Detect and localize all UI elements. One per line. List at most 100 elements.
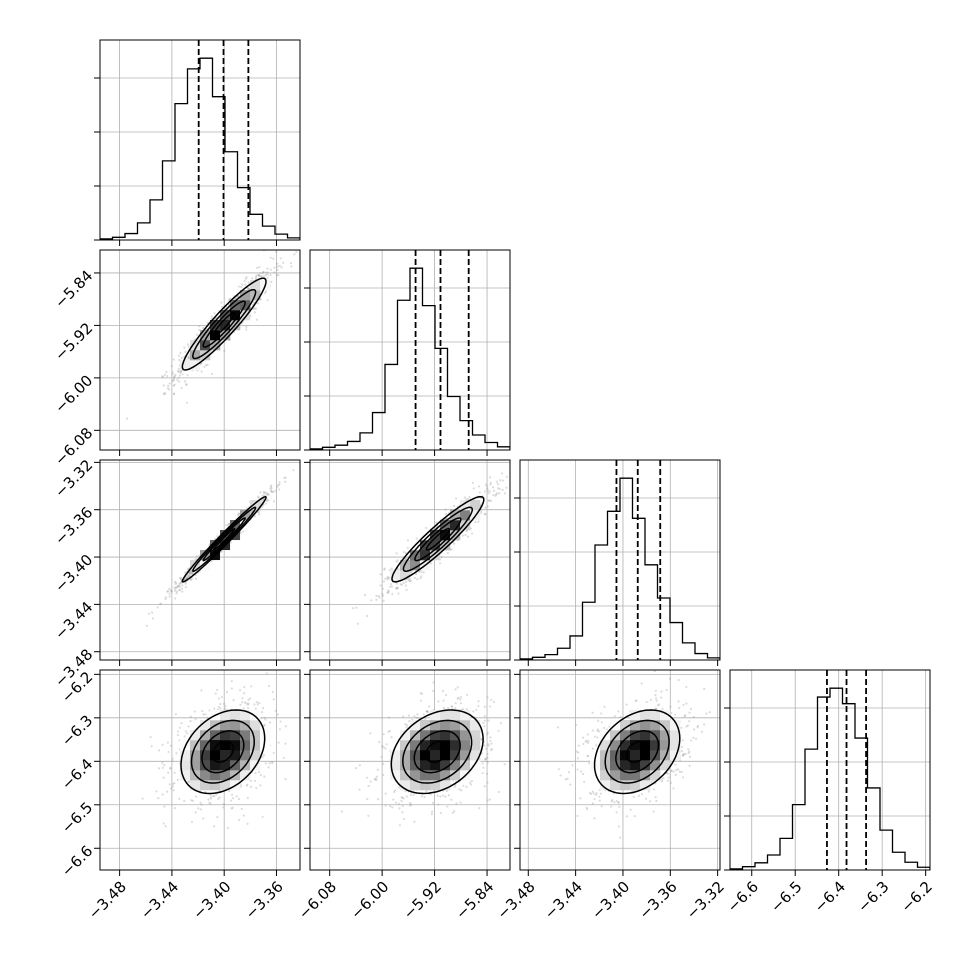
density-cell: [430, 720, 441, 731]
scatter-point: [439, 811, 443, 815]
scatter-point: [162, 384, 165, 387]
scatter-point: [384, 792, 387, 795]
density-cell: [240, 740, 251, 751]
scatter-point: [445, 789, 449, 793]
scatter-point: [170, 589, 173, 592]
density-cell: [460, 760, 471, 771]
scatter-point: [409, 571, 413, 574]
scatter-point: [486, 696, 489, 699]
scatter-point: [390, 736, 393, 739]
scatter-point: [173, 383, 176, 386]
scatter-point: [522, 719, 524, 721]
scatter-point: [177, 376, 180, 379]
scatter-point: [179, 351, 182, 354]
density-cell: [250, 710, 261, 721]
scatter-point: [387, 590, 391, 593]
scatter-point: [487, 744, 490, 747]
density-cell: [410, 770, 421, 781]
scatter-point: [266, 271, 269, 274]
density-cell: [420, 760, 431, 771]
scatter-point: [608, 725, 611, 728]
scatter-point: [246, 783, 249, 786]
scatter-point: [161, 766, 164, 769]
density-cell: [230, 310, 241, 321]
scatter-point: [237, 797, 241, 801]
scatter-point: [183, 346, 186, 349]
scatter-point: [204, 363, 208, 367]
scatter-point: [272, 751, 275, 754]
density-cell: [250, 760, 261, 771]
density-2-3: [556, 670, 711, 839]
density-cell: [200, 330, 211, 341]
scatter-point: [266, 299, 269, 302]
scatter-point: [395, 560, 398, 563]
scatter-point: [195, 577, 198, 580]
scatter-point: [390, 567, 393, 570]
scatter-point: [463, 496, 467, 499]
scatter-point: [478, 491, 481, 494]
scatter-point: [194, 795, 198, 798]
scatter-point: [398, 824, 401, 827]
scatter-point: [489, 736, 492, 739]
x-tick-label: −6.08: [295, 878, 340, 923]
scatter-point: [487, 499, 490, 502]
scatter-point: [609, 805, 613, 808]
scatter-point: [688, 711, 691, 714]
scatter-point: [259, 784, 262, 787]
scatter-point: [164, 824, 167, 828]
scatter-point: [206, 363, 209, 367]
scatter-point: [259, 274, 262, 278]
scatter-point: [405, 588, 408, 591]
scatter-point: [495, 480, 498, 483]
scatter-point: [370, 599, 373, 602]
scatter-point: [175, 752, 178, 755]
scatter-point: [265, 499, 269, 503]
scatter-point: [174, 582, 177, 586]
density-cell: [220, 740, 231, 751]
scatter-point: [166, 387, 170, 390]
scatter-point: [188, 574, 191, 578]
scatter-point: [481, 771, 484, 775]
scatter-point: [389, 585, 392, 589]
scatter-point: [445, 517, 448, 520]
scatter-point: [446, 551, 450, 555]
scatter-point: [376, 798, 380, 801]
scatter-point: [176, 378, 179, 382]
scatter-point: [485, 483, 488, 486]
scatter-point: [488, 490, 492, 493]
scatter-point: [246, 707, 250, 710]
scatter-point: [172, 384, 176, 387]
scatter-point: [167, 750, 170, 754]
scatter-point: [218, 796, 221, 799]
scatter-point: [442, 699, 445, 702]
scatter-point: [254, 277, 258, 280]
scatter-point: [482, 766, 485, 769]
scatter-point: [404, 558, 407, 561]
scatter-point: [251, 277, 254, 280]
scatter-point: [183, 735, 186, 738]
scatter-point: [187, 345, 190, 348]
scatter-point: [255, 266, 259, 269]
density-cell: [240, 290, 251, 301]
scatter-point: [470, 779, 474, 783]
axes-frame: [99, 669, 301, 871]
scatter-point: [200, 689, 203, 692]
contour-1-3-1: [413, 730, 461, 774]
scatter-point: [209, 802, 212, 805]
scatter-point: [149, 736, 152, 739]
scatter-point: [231, 806, 234, 809]
scatter-point: [596, 728, 599, 731]
scatter-point: [228, 297, 232, 300]
scatter-point: [242, 692, 246, 695]
density-cell: [230, 730, 241, 741]
scatter-point: [227, 522, 230, 526]
scatter-point: [289, 261, 293, 265]
scatter-point: [270, 487, 273, 490]
density-cell: [450, 770, 461, 781]
scatter-point: [178, 589, 182, 592]
scatter-point: [246, 287, 249, 290]
scatter-point: [250, 685, 253, 688]
density-cell: [200, 720, 211, 731]
scatter-point: [265, 493, 268, 496]
contour-1-2-2: [402, 506, 474, 572]
